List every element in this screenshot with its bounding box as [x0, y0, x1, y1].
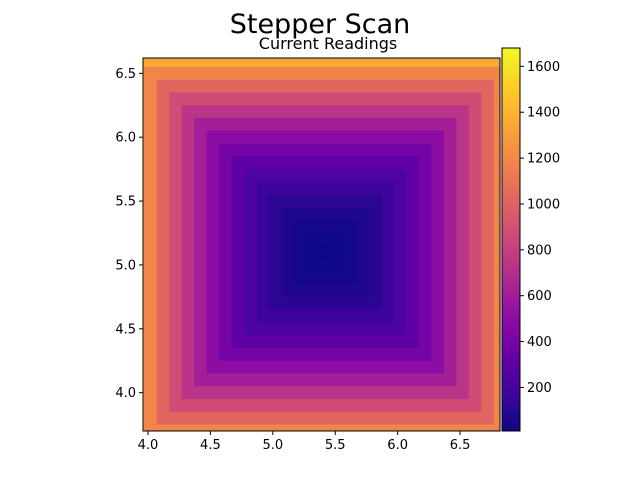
colorbar-frame [501, 47, 521, 432]
colorbar-tick-label: 800 [527, 243, 552, 258]
y-tick-label: 4.5 [115, 322, 136, 337]
colorbar [502, 48, 520, 431]
plot-frame [142, 57, 501, 432]
x-tick-label: 5.5 [325, 438, 346, 453]
y-tick-label: 6.5 [115, 67, 136, 82]
colorbar-axis: 200 400 600 800 1000 1200 1400 1600 [520, 60, 560, 396]
colorbar-tick-label: 1600 [527, 60, 560, 75]
y-tick-label: 6.0 [115, 131, 136, 146]
x-tick-label: 4.0 [138, 438, 159, 453]
heatmap-cells [143, 58, 500, 431]
colorbar-tick-label: 1400 [527, 106, 560, 121]
heatmap-band [319, 245, 332, 259]
colorbar-tick-label: 600 [527, 289, 552, 304]
colorbar-tick-label: 1000 [527, 197, 560, 212]
y-tick-label: 5.5 [115, 195, 136, 210]
colorbar-tick-label: 1200 [527, 152, 560, 167]
x-tick-label: 4.5 [200, 438, 221, 453]
y-axis: 4.0 4.5 5.0 5.5 6.0 6.5 [115, 67, 143, 401]
x-axis: 4.0 4.5 5.0 5.5 6.0 6.5 [138, 431, 471, 453]
colorbar-tick-label: 400 [527, 335, 552, 350]
x-tick-label: 6.0 [387, 438, 408, 453]
y-tick-label: 4.0 [115, 386, 136, 401]
colorbar-tick-label: 200 [527, 381, 552, 396]
chart-title: Stepper Scan [230, 9, 411, 40]
chart-subtitle: Current Readings [259, 34, 397, 53]
y-tick-label: 5.0 [115, 258, 136, 273]
x-tick-label: 5.0 [262, 438, 283, 453]
x-tick-label: 6.5 [450, 438, 471, 453]
